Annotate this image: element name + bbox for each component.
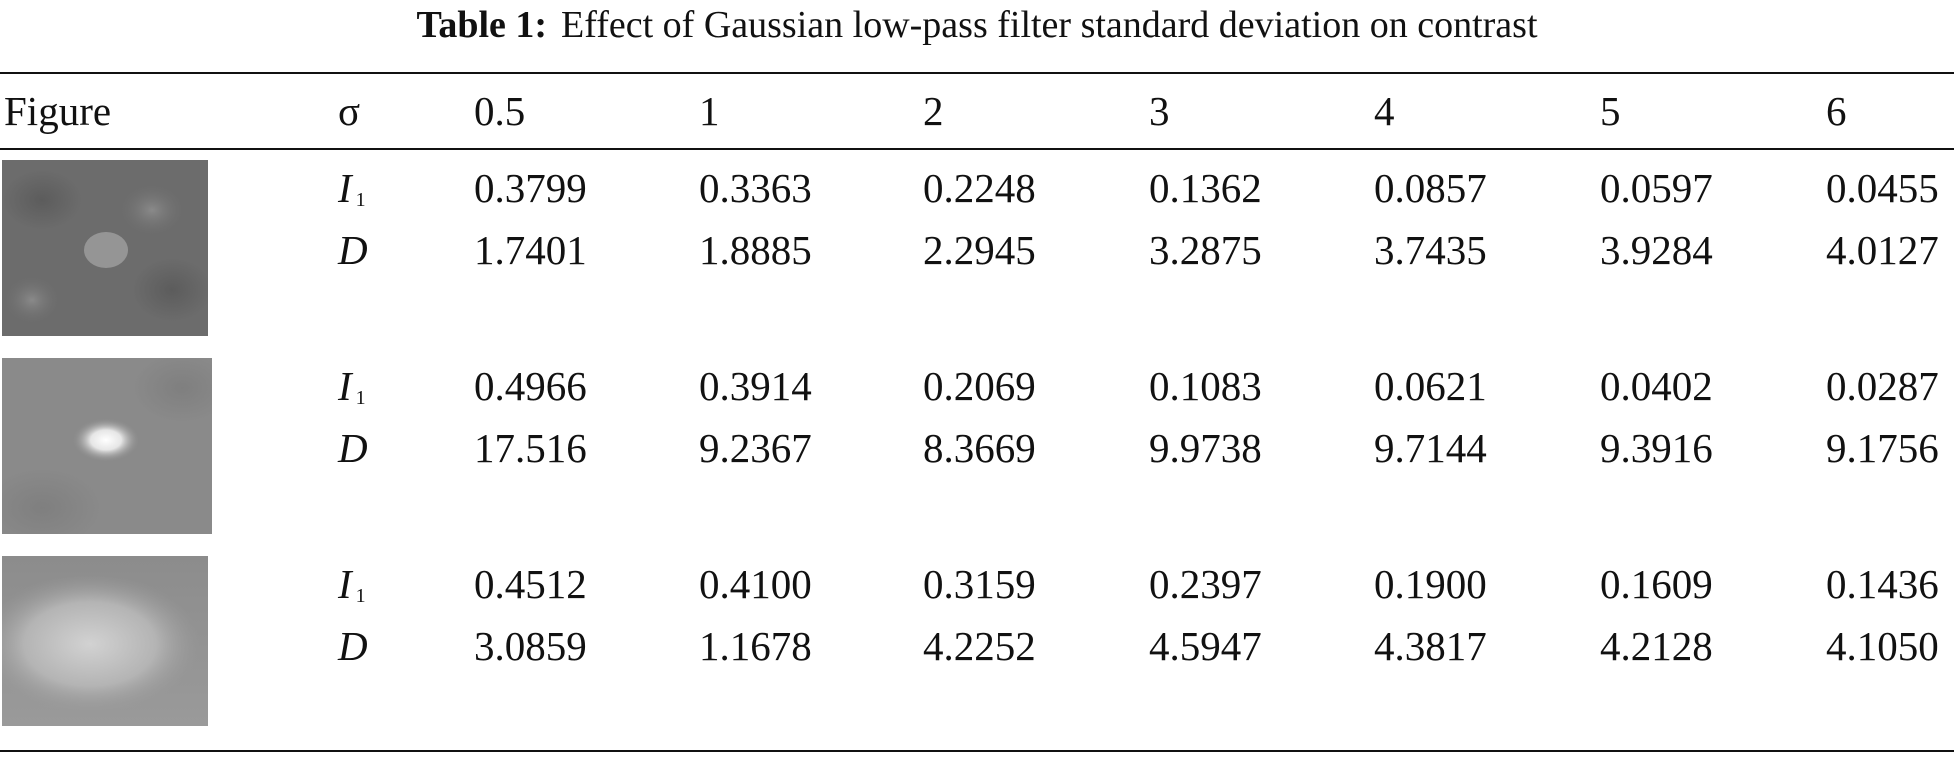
header-sigma: σ [338, 88, 361, 134]
table-cell: 0.3799 [474, 165, 587, 211]
figure-thumbnail [2, 160, 208, 336]
table-cell: 0.2069 [923, 363, 1036, 409]
table-cell: 9.3916 [1600, 425, 1713, 471]
header-value: 5 [1600, 88, 1621, 134]
table-cell: 0.4100 [699, 561, 812, 607]
caption-text: Effect of Gaussian low-pass filter stand… [561, 4, 1538, 46]
table-cell: 0.0597 [1600, 165, 1713, 211]
table-cell: 0.0402 [1600, 363, 1713, 409]
figure-thumbnail [2, 556, 208, 726]
table-cell: 3.0859 [474, 623, 587, 669]
table-cell: 9.9738 [1149, 425, 1262, 471]
table-cell: 0.2248 [923, 165, 1036, 211]
dispersion-label: D [338, 227, 368, 273]
table-cell: 0.1362 [1149, 165, 1262, 211]
table-cell: 4.3817 [1374, 623, 1487, 669]
dispersion-label: D [338, 623, 368, 669]
table-cell: 8.3669 [923, 425, 1036, 471]
header-value: 6 [1826, 88, 1847, 134]
bottom-rule [0, 750, 1954, 752]
table-cell: 1.1678 [699, 623, 812, 669]
table-cell: 9.7144 [1374, 425, 1487, 471]
table-cell: 9.2367 [699, 425, 812, 471]
figure-thumbnail [2, 358, 212, 534]
table-cell: 2.2945 [923, 227, 1036, 273]
header-value: 3 [1149, 88, 1170, 134]
table-cell: 1.7401 [474, 227, 587, 273]
table-cell: 4.2252 [923, 623, 1036, 669]
table-cell: 4.2128 [1600, 623, 1713, 669]
table-cell: 0.0621 [1374, 363, 1487, 409]
dispersion-label: D [338, 425, 368, 471]
table-cell: 0.4512 [474, 561, 587, 607]
table-cell: 0.3363 [699, 165, 812, 211]
table-cell: 4.5947 [1149, 623, 1262, 669]
table-cell: 17.516 [474, 425, 587, 471]
header-value: 1 [699, 88, 720, 134]
header-rule [0, 148, 1954, 150]
table-cell: 0.4966 [474, 363, 587, 409]
header-figure: Figure [4, 88, 112, 134]
table-cell: 3.9284 [1600, 227, 1713, 273]
table-cell: 3.7435 [1374, 227, 1487, 273]
table-cell: 0.3914 [699, 363, 812, 409]
table-cell: 1.8885 [699, 227, 812, 273]
table-cell: 0.1083 [1149, 363, 1262, 409]
table-cell: 0.1436 [1826, 561, 1939, 607]
table-cell: 0.1900 [1374, 561, 1487, 607]
table-cell: 0.2397 [1149, 561, 1262, 607]
table-cell: 3.2875 [1149, 227, 1262, 273]
table-cell: 0.0455 [1826, 165, 1939, 211]
header-value: 4 [1374, 88, 1395, 134]
table-cell: 4.0127 [1826, 227, 1939, 273]
table-cell: 0.0857 [1374, 165, 1487, 211]
table-cell: 0.3159 [923, 561, 1036, 607]
top-rule [0, 72, 1954, 74]
header-value: 2 [923, 88, 944, 134]
table-cell: 9.1756 [1826, 425, 1939, 471]
table-cell: 0.0287 [1826, 363, 1939, 409]
caption-label: Table 1: [416, 4, 548, 46]
table-cell: 0.1609 [1600, 561, 1713, 607]
table-cell: 4.1050 [1826, 623, 1939, 669]
table-caption: Table 1: Effect of Gaussian low-pass filt… [0, 0, 1954, 50]
header-value: 0.5 [474, 88, 526, 134]
